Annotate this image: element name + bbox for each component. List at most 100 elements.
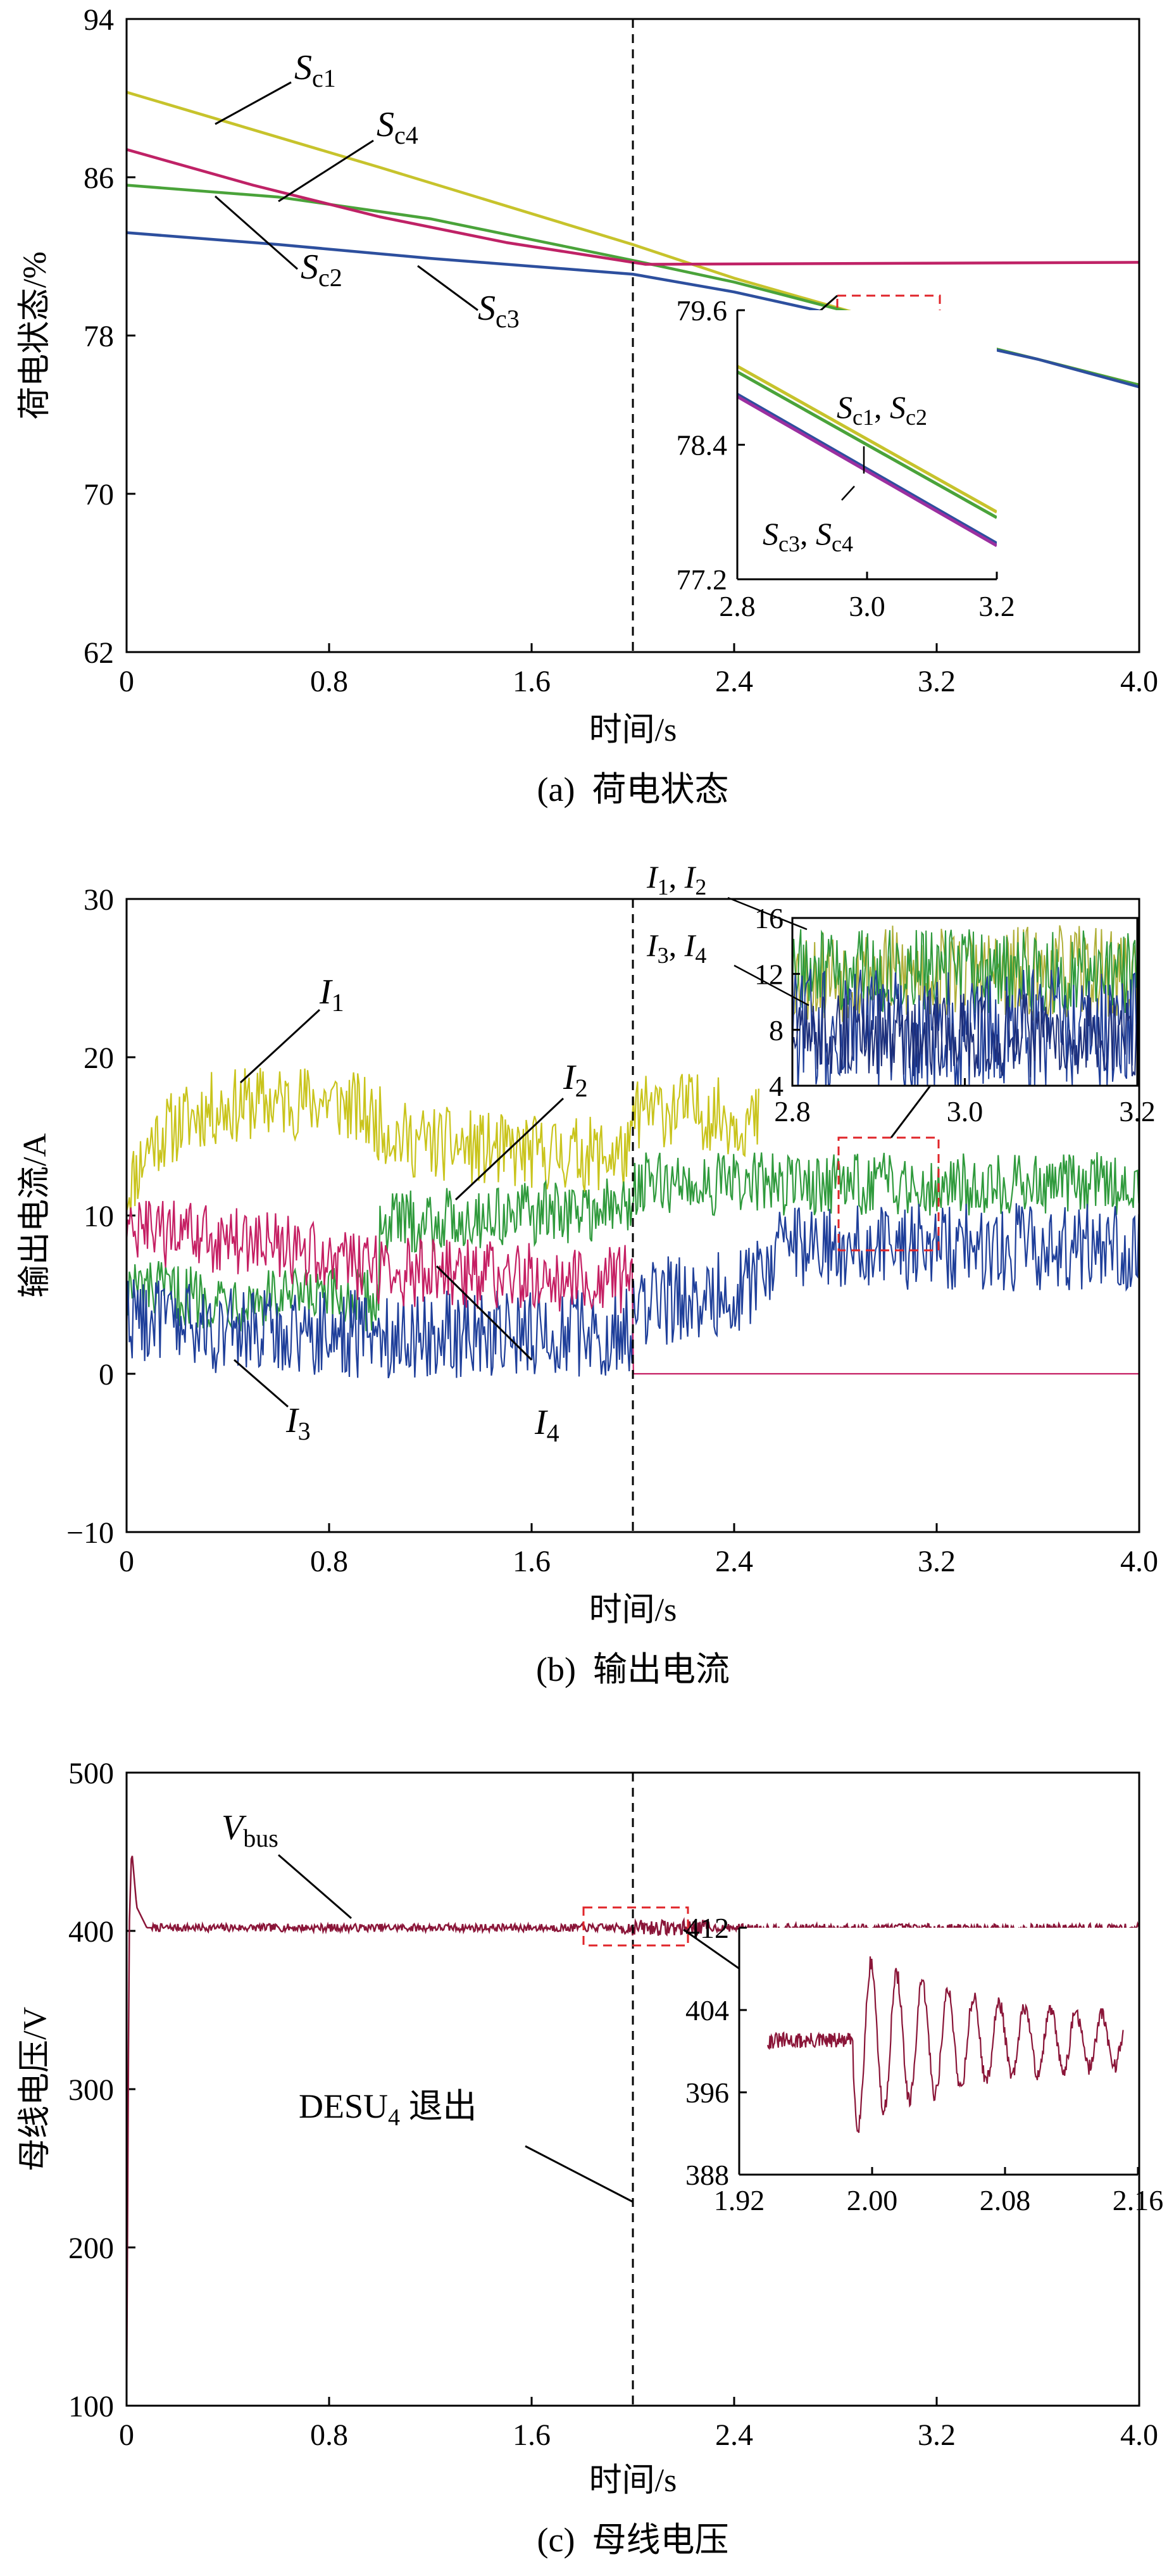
y-tick-label: 4: [769, 1070, 784, 1102]
y-tick-label: 79.6: [677, 294, 728, 327]
series-line-i1: [127, 1067, 759, 1216]
x-tick-label: 1.92: [714, 2184, 765, 2216]
panel-c-zoom-box: [582, 1906, 689, 1947]
series-label-vbus: Vbus: [222, 1808, 352, 1919]
panel-b-caption: (b) 输出电流: [536, 1650, 730, 1688]
series-label-sc1: Sc1: [215, 48, 336, 125]
panel-c-xlabel: 时间/s: [589, 2463, 677, 2499]
x-tick-label: 3.2: [918, 2418, 956, 2452]
y-tick-label: 62: [84, 636, 114, 670]
series-label-sc3: Sc3: [417, 265, 520, 333]
x-tick-label: 2.8: [719, 590, 756, 622]
svg-text:Vbus: Vbus: [222, 1808, 278, 1852]
series-line-sc4: [737, 395, 997, 548]
x-tick-label: 1.6: [513, 1545, 551, 1578]
x-tick-label: 3.2: [1119, 1095, 1156, 1128]
series-label-sc4: Sc4: [278, 105, 418, 203]
x-tick-label: 3.0: [947, 1095, 984, 1128]
y-tick-label: 78.4: [677, 429, 728, 462]
series-line-sc4: [127, 148, 1139, 266]
x-tick-label: 2.08: [980, 2184, 1031, 2216]
y-tick-label: 388: [685, 2159, 729, 2191]
svg-text:Sc4: Sc4: [377, 105, 418, 149]
y-tick-label: 396: [685, 2077, 729, 2109]
x-tick-label: 0: [119, 2418, 134, 2452]
y-tick-label: 200: [68, 2232, 114, 2265]
series-line-sc3: [737, 393, 997, 545]
y-tick-label: 86: [84, 161, 114, 195]
x-tick-label: 4.0: [1120, 1545, 1158, 1578]
panel-c: 0 0.8 1.6 2.4 3.2 4.0 100 200 300 400 500 母线电压/V 时…: [17, 1757, 1163, 2559]
series-line-i4: [792, 993, 1137, 1078]
y-tick-label: 8: [769, 1014, 784, 1046]
x-tick-label: 2.00: [847, 2184, 898, 2216]
x-tick-label: 0: [119, 665, 134, 698]
y-tick-label: 78: [84, 320, 114, 353]
x-tick-label: 4.0: [1120, 665, 1158, 698]
x-tick-label: 2.4: [715, 665, 753, 698]
svg-text:I1: I1: [319, 972, 344, 1017]
x-tick-label: 3.2: [918, 1545, 956, 1578]
x-tick-label: 4.0: [1120, 2418, 1158, 2452]
svg-text:I2: I2: [563, 1058, 588, 1102]
panel-a-series: [127, 91, 1139, 389]
series-line-i2: [792, 929, 1137, 1014]
inset-b-label-i1-i2: I1, I2: [646, 859, 808, 931]
series-label-i3: I3: [234, 1359, 311, 1445]
panel-b-zoom-box: [837, 1136, 940, 1252]
series-label-i1: I1: [239, 972, 344, 1084]
panel-a-ylabel: 荷电状态/%: [17, 251, 53, 420]
y-tick-label: 77.2: [677, 563, 728, 596]
x-tick-label: 0.8: [310, 665, 348, 698]
x-tick-label: 2.16: [1113, 2184, 1164, 2216]
y-tick-label: 94: [84, 3, 114, 37]
panel-c-ylabel: 母线电压/V: [17, 2007, 53, 2171]
panel-b-ylabel: 输出电流/A: [17, 1133, 53, 1298]
y-tick-label: 500: [68, 1757, 114, 1790]
y-tick-label: 0: [99, 1358, 114, 1392]
y-tick-label: 20: [84, 1041, 114, 1075]
panel-a-inset: 2.8 3.0 3.277.278.479.6 Sc1, Sc2 Sc3, Sc4: [677, 294, 1015, 622]
panel-a: 0 0.8 1.6 2.4 3.2 4.0 62 70 78 86 94 荷电状态/% 时间/s (…: [17, 3, 1158, 808]
svg-text:I3, I4: I3, I4: [646, 927, 706, 968]
x-tick-label: 1.6: [513, 2418, 551, 2452]
x-tick-label: 1.6: [513, 665, 551, 698]
y-tick-label: 30: [84, 883, 114, 917]
y-tick-label: 12: [754, 958, 784, 990]
panel-c-inset: 1.92 2.00 2.08 2.16 388 396 404 412: [685, 1912, 1163, 2216]
svg-text:I3: I3: [285, 1401, 311, 1445]
x-tick-label: 0: [119, 1545, 134, 1578]
panel-b-xlabel: 时间/s: [589, 1592, 677, 1628]
x-tick-label: 2.4: [715, 2418, 753, 2452]
panel-a-grid: 0 0.8 1.6 2.4 3.2 4.0 62 70 78 86 94: [84, 3, 1158, 698]
event-label-desu4: DESU4 退出: [299, 2087, 634, 2203]
x-tick-label: 0.8: [310, 2418, 348, 2452]
svg-text:Sc1: Sc1: [294, 48, 336, 92]
series-line-sc3: [127, 231, 1139, 389]
panel-a-xlabel: 时间/s: [589, 712, 677, 748]
svg-text:I4: I4: [534, 1403, 559, 1447]
svg-text:Sc2: Sc2: [301, 248, 342, 292]
y-tick-label: 412: [685, 1912, 729, 1944]
svg-text:Sc3: Sc3: [478, 289, 520, 333]
x-tick-label: 3.2: [978, 590, 1015, 622]
panel-a-caption: (a) 荷电状态: [537, 770, 729, 808]
y-tick-label: 70: [84, 478, 114, 512]
x-tick-label: 3.0: [849, 590, 885, 622]
panel-c-caption: (c) 母线电压: [537, 2521, 729, 2559]
y-tick-label: −10: [66, 1516, 114, 1550]
x-tick-label: 0.8: [310, 1545, 348, 1578]
svg-text:DESU4 退出: DESU4 退出: [299, 2087, 477, 2131]
y-tick-label: 400: [68, 1915, 114, 1949]
x-tick-label: 2.8: [774, 1095, 811, 1128]
svg-text:I1, I2: I1, I2: [646, 859, 706, 900]
x-tick-label: 3.2: [918, 665, 956, 698]
series-line-sc2: [737, 370, 997, 519]
panel-b-zoom-leader: [890, 1085, 932, 1138]
y-tick-label: 10: [84, 1200, 114, 1233]
x-tick-label: 2.4: [715, 1545, 753, 1578]
y-tick-label: 100: [68, 2390, 114, 2423]
